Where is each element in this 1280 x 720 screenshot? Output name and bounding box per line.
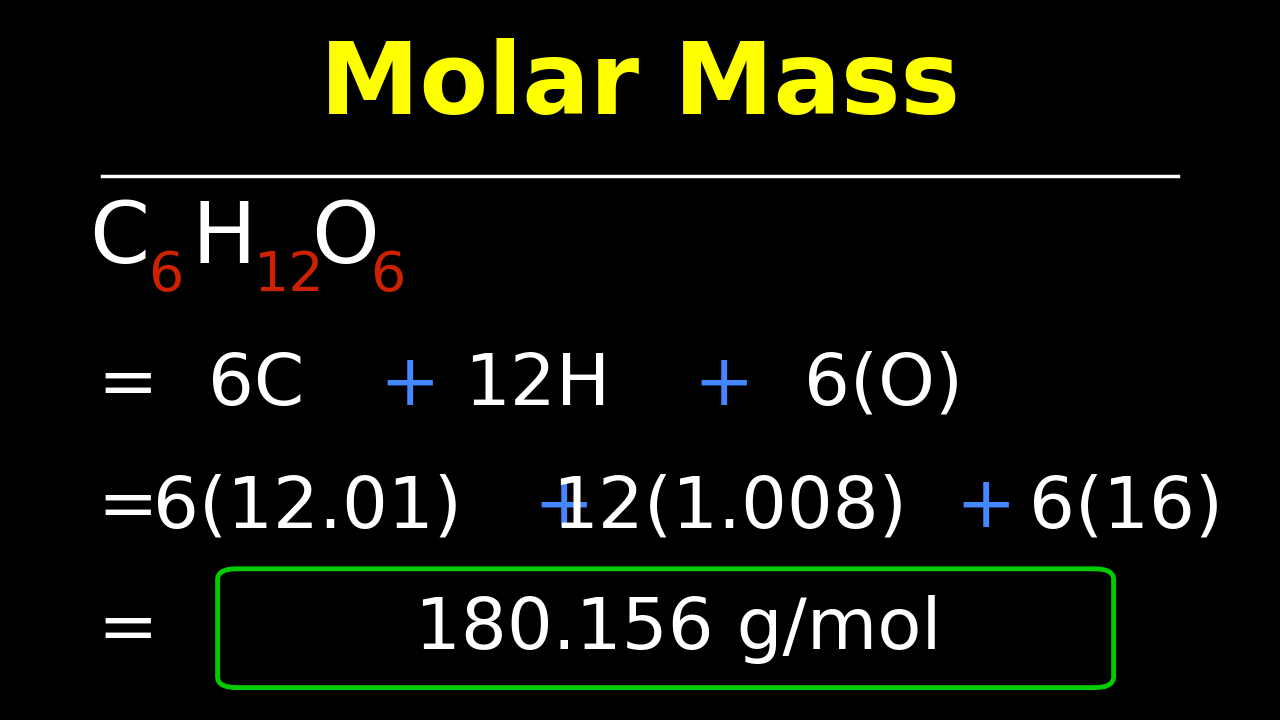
Text: 6C: 6C xyxy=(207,351,305,420)
Text: +: + xyxy=(379,351,440,420)
Text: =: = xyxy=(97,595,159,665)
Text: O: O xyxy=(311,198,379,281)
Text: 12(1.008): 12(1.008) xyxy=(552,473,908,542)
Text: +: + xyxy=(692,351,754,420)
Text: =: = xyxy=(97,351,159,420)
Text: 6: 6 xyxy=(370,249,406,303)
Text: 6: 6 xyxy=(148,249,184,303)
Text: 6(16): 6(16) xyxy=(1029,473,1224,542)
Text: 6(12.01): 6(12.01) xyxy=(152,473,462,542)
Text: 180.156 g/mol: 180.156 g/mol xyxy=(415,595,942,665)
Text: C: C xyxy=(90,198,150,281)
Text: +: + xyxy=(532,473,594,542)
Text: 6(O): 6(O) xyxy=(804,351,963,420)
Text: 12H: 12H xyxy=(465,351,611,420)
Text: H: H xyxy=(192,198,257,281)
Text: Molar Mass: Molar Mass xyxy=(320,38,960,135)
Text: 12: 12 xyxy=(253,249,324,303)
Text: =: = xyxy=(97,473,159,542)
Text: +: + xyxy=(955,473,1016,542)
